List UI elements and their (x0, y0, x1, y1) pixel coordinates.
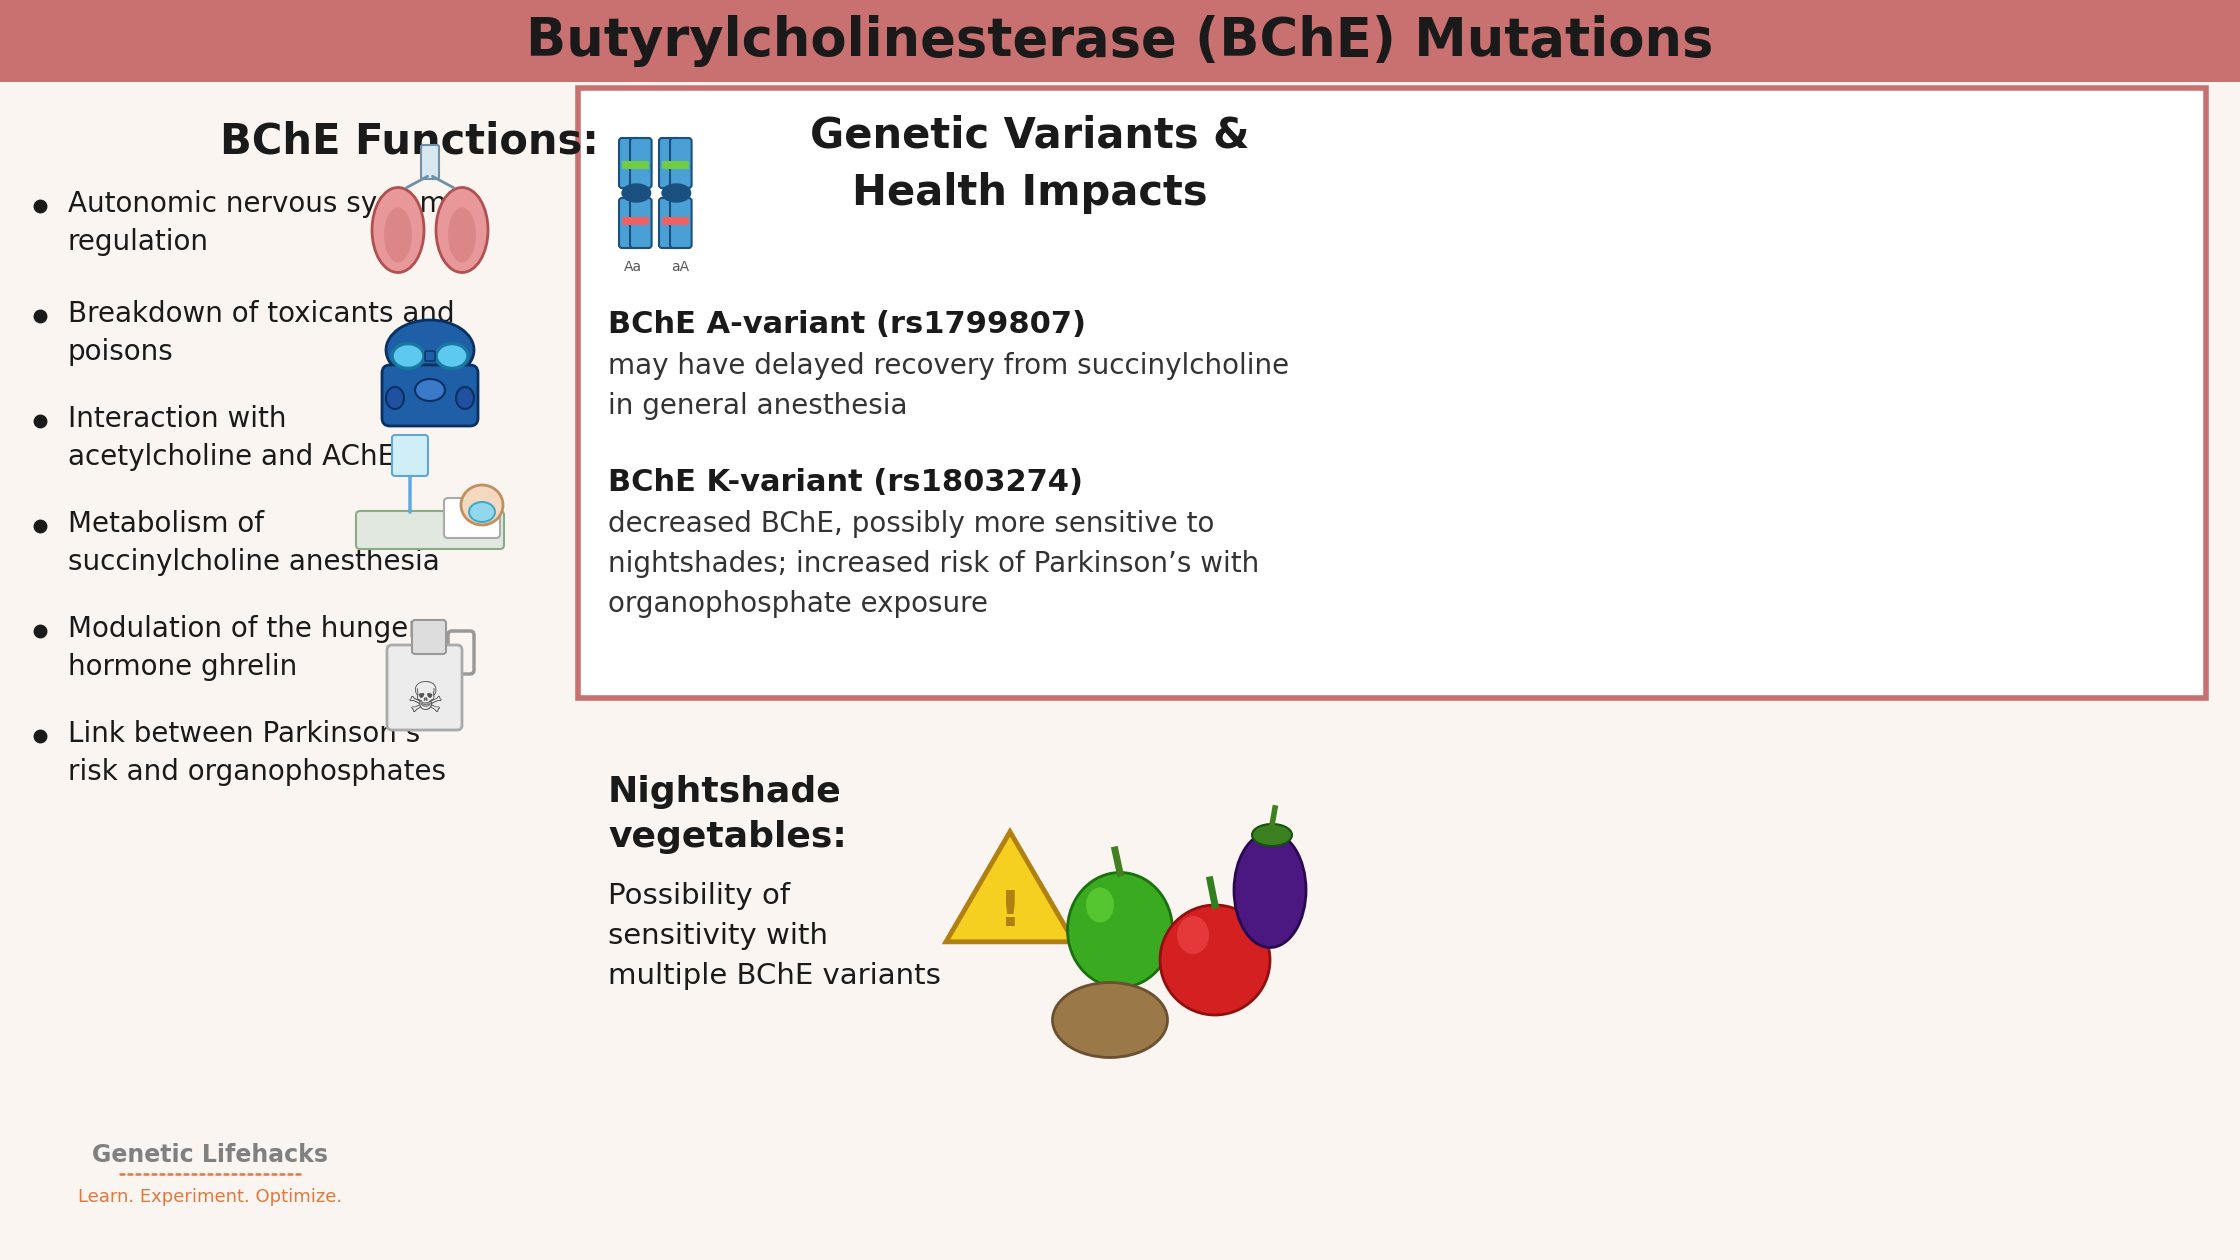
Ellipse shape (1053, 983, 1167, 1057)
Text: Metabolism of
succinylcholine anesthesia: Metabolism of succinylcholine anesthesia (67, 510, 439, 576)
Text: BChE K-variant (rs1803274): BChE K-variant (rs1803274) (607, 467, 1082, 496)
Text: Modulation of the hunger
hormone ghrelin: Modulation of the hunger hormone ghrelin (67, 615, 419, 680)
Ellipse shape (448, 208, 475, 262)
Ellipse shape (461, 485, 504, 525)
Ellipse shape (1086, 887, 1113, 922)
Ellipse shape (383, 208, 412, 262)
Text: aA: aA (672, 260, 690, 273)
Ellipse shape (1252, 824, 1292, 845)
Ellipse shape (414, 379, 446, 401)
Text: Genetic Lifehacks: Genetic Lifehacks (92, 1143, 327, 1167)
FancyBboxPatch shape (444, 498, 500, 538)
Text: !: ! (999, 888, 1021, 936)
Ellipse shape (437, 344, 468, 368)
Text: decreased BChE, possibly more sensitive to
nightshades; increased risk of Parkin: decreased BChE, possibly more sensitive … (607, 510, 1259, 619)
FancyBboxPatch shape (578, 88, 2206, 698)
FancyBboxPatch shape (670, 198, 692, 248)
FancyBboxPatch shape (383, 365, 477, 426)
Text: Butyrylcholinesterase (BChE) Mutations: Butyrylcholinesterase (BChE) Mutations (526, 15, 1714, 67)
Text: ☠: ☠ (405, 679, 444, 721)
FancyBboxPatch shape (629, 198, 652, 248)
FancyBboxPatch shape (412, 620, 446, 654)
FancyBboxPatch shape (388, 645, 461, 730)
FancyBboxPatch shape (659, 139, 681, 188)
Ellipse shape (392, 344, 423, 368)
FancyBboxPatch shape (634, 161, 650, 169)
Ellipse shape (385, 320, 475, 381)
Text: Genetic Variants &
Health Impacts: Genetic Variants & Health Impacts (811, 115, 1250, 214)
Ellipse shape (468, 501, 495, 522)
FancyBboxPatch shape (663, 217, 676, 226)
Ellipse shape (1160, 905, 1270, 1016)
FancyBboxPatch shape (623, 161, 638, 169)
Text: Aa: Aa (625, 260, 643, 273)
FancyBboxPatch shape (618, 198, 641, 248)
FancyBboxPatch shape (356, 512, 504, 549)
Ellipse shape (385, 387, 403, 410)
Text: Nightshade
vegetables:: Nightshade vegetables: (607, 775, 847, 854)
FancyBboxPatch shape (663, 161, 676, 169)
FancyBboxPatch shape (392, 435, 428, 476)
Polygon shape (945, 832, 1073, 941)
Text: Breakdown of toxicants and
poisons: Breakdown of toxicants and poisons (67, 300, 455, 365)
FancyBboxPatch shape (0, 0, 2240, 82)
Text: Possibility of
sensitivity with
multiple BChE variants: Possibility of sensitivity with multiple… (607, 882, 941, 990)
Ellipse shape (623, 184, 650, 202)
FancyBboxPatch shape (634, 217, 650, 226)
FancyBboxPatch shape (659, 198, 681, 248)
FancyBboxPatch shape (672, 161, 688, 169)
FancyBboxPatch shape (426, 352, 435, 362)
Ellipse shape (663, 184, 690, 202)
FancyBboxPatch shape (618, 139, 641, 188)
FancyBboxPatch shape (670, 139, 692, 188)
Text: may have delayed recovery from succinylcholine
in general anesthesia: may have delayed recovery from succinylc… (607, 352, 1290, 420)
Text: BChE A-variant (rs1799807): BChE A-variant (rs1799807) (607, 310, 1086, 339)
Ellipse shape (1234, 833, 1306, 948)
Ellipse shape (372, 188, 423, 272)
Text: Link between Parkinson’s
risk and organophosphates: Link between Parkinson’s risk and organo… (67, 719, 446, 786)
Ellipse shape (437, 188, 488, 272)
FancyBboxPatch shape (623, 217, 638, 226)
Text: Interaction with
acetylcholine and AChE: Interaction with acetylcholine and AChE (67, 404, 394, 471)
Text: Autonomic nervous system
regulation: Autonomic nervous system regulation (67, 190, 446, 256)
Ellipse shape (1176, 916, 1210, 954)
Ellipse shape (1068, 872, 1172, 988)
FancyBboxPatch shape (672, 217, 688, 226)
Text: BChE Functions:: BChE Functions: (220, 120, 598, 163)
FancyBboxPatch shape (421, 145, 439, 179)
Text: Learn. Experiment. Optimize.: Learn. Experiment. Optimize. (78, 1188, 343, 1206)
FancyBboxPatch shape (629, 139, 652, 188)
Ellipse shape (457, 387, 475, 410)
